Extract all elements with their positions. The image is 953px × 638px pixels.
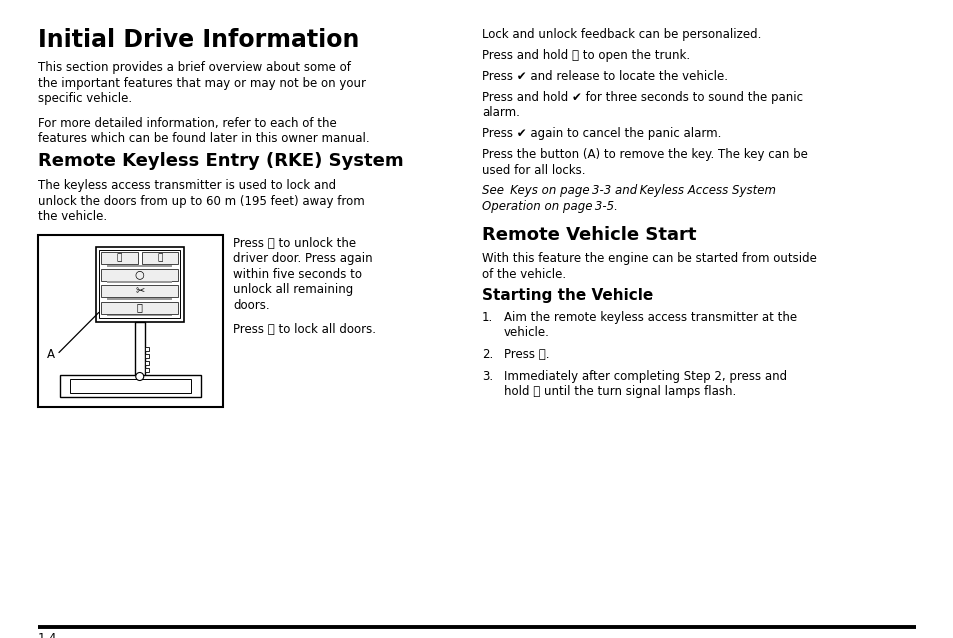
Bar [107, 281, 172, 283]
Text: Remote Keyless Entry (RKE) System: Remote Keyless Entry (RKE) System [38, 152, 403, 170]
Text: doors.: doors. [233, 299, 270, 311]
Bar [70, 378, 191, 392]
Text: Press 🔒 to unlock the: Press 🔒 to unlock the [233, 237, 355, 249]
Text: specific vehicle.: specific vehicle. [38, 92, 132, 105]
Text: vehicle.: vehicle. [503, 326, 549, 339]
Text: 🚗: 🚗 [136, 302, 143, 313]
Text: of the vehicle.: of the vehicle. [481, 268, 565, 281]
Bar [95, 246, 184, 322]
Bar [107, 265, 172, 267]
Bar [107, 315, 172, 316]
Text: Remote Vehicle Start: Remote Vehicle Start [481, 226, 696, 244]
Text: Press ✔ again to cancel the panic alarm.: Press ✔ again to cancel the panic alarm. [481, 127, 720, 140]
Text: Operation on page 3-5.: Operation on page 3-5. [481, 200, 618, 213]
Text: Press 🔒 to lock all doors.: Press 🔒 to lock all doors. [233, 323, 375, 336]
Bar [101, 269, 178, 281]
Text: Immediately after completing Step 2, press and: Immediately after completing Step 2, pre… [503, 370, 786, 383]
Bar [145, 353, 149, 357]
Text: driver door. Press again: driver door. Press again [233, 252, 373, 265]
Text: For more detailed information, refer to each of the: For more detailed information, refer to … [38, 117, 336, 130]
Text: ✂: ✂ [135, 286, 144, 296]
Text: Press ✔ and release to locate the vehicle.: Press ✔ and release to locate the vehicl… [481, 70, 727, 83]
Bar [145, 346, 149, 350]
Bar [145, 360, 149, 364]
Text: This section provides a brief overview about some of: This section provides a brief overview a… [38, 61, 351, 74]
Text: Lock and unlock feedback can be personalized.: Lock and unlock feedback can be personal… [481, 28, 760, 41]
Bar [38, 235, 223, 406]
Text: within five seconds to: within five seconds to [233, 267, 361, 281]
Text: Starting the Vehicle: Starting the Vehicle [481, 288, 653, 302]
Bar [60, 375, 201, 396]
Text: unlock the doors from up to 60 m (195 feet) away from: unlock the doors from up to 60 m (195 fe… [38, 195, 364, 207]
Text: Press and hold 🚗 to open the trunk.: Press and hold 🚗 to open the trunk. [481, 49, 689, 62]
Text: Press and hold ✔ for three seconds to sound the panic: Press and hold ✔ for three seconds to so… [481, 91, 802, 104]
Text: Press the button (A) to remove the key. The key can be: Press the button (A) to remove the key. … [481, 148, 807, 161]
Bar [134, 322, 145, 376]
Text: 2.: 2. [481, 348, 493, 361]
Text: Aim the remote keyless access transmitter at the: Aim the remote keyless access transmitte… [503, 311, 797, 323]
Text: Press 🔒.: Press 🔒. [503, 348, 549, 361]
Text: 🔒: 🔒 [116, 253, 122, 262]
Text: Initial Drive Information: Initial Drive Information [38, 28, 359, 52]
Text: the vehicle.: the vehicle. [38, 210, 107, 223]
Text: 3.: 3. [481, 370, 493, 383]
Bar [101, 252, 137, 264]
Text: A: A [47, 348, 55, 361]
Text: With this feature the engine can be started from outside: With this feature the engine can be star… [481, 252, 816, 265]
Text: unlock all remaining: unlock all remaining [233, 283, 353, 296]
Text: The keyless access transmitter is used to lock and: The keyless access transmitter is used t… [38, 179, 335, 192]
Text: features which can be found later in this owner manual.: features which can be found later in thi… [38, 132, 369, 145]
Text: See  Keys on page 3-3 and Keyless Access System: See Keys on page 3-3 and Keyless Access … [481, 184, 775, 197]
Text: alarm.: alarm. [481, 106, 519, 119]
Text: used for all locks.: used for all locks. [481, 163, 585, 177]
Text: hold ⒪ until the turn signal lamps flash.: hold ⒪ until the turn signal lamps flash… [503, 385, 736, 398]
Bar [145, 367, 149, 371]
Circle shape [135, 373, 144, 380]
Text: the important features that may or may not be on your: the important features that may or may n… [38, 77, 366, 89]
Text: 1.: 1. [481, 311, 493, 323]
Text: ○: ○ [134, 269, 145, 279]
Text: 1-4: 1-4 [38, 632, 57, 638]
Bar [142, 252, 178, 264]
Bar [101, 285, 178, 297]
Bar [99, 250, 180, 318]
Bar [101, 302, 178, 313]
Bar [107, 298, 172, 299]
Text: 🔓: 🔓 [157, 253, 163, 262]
